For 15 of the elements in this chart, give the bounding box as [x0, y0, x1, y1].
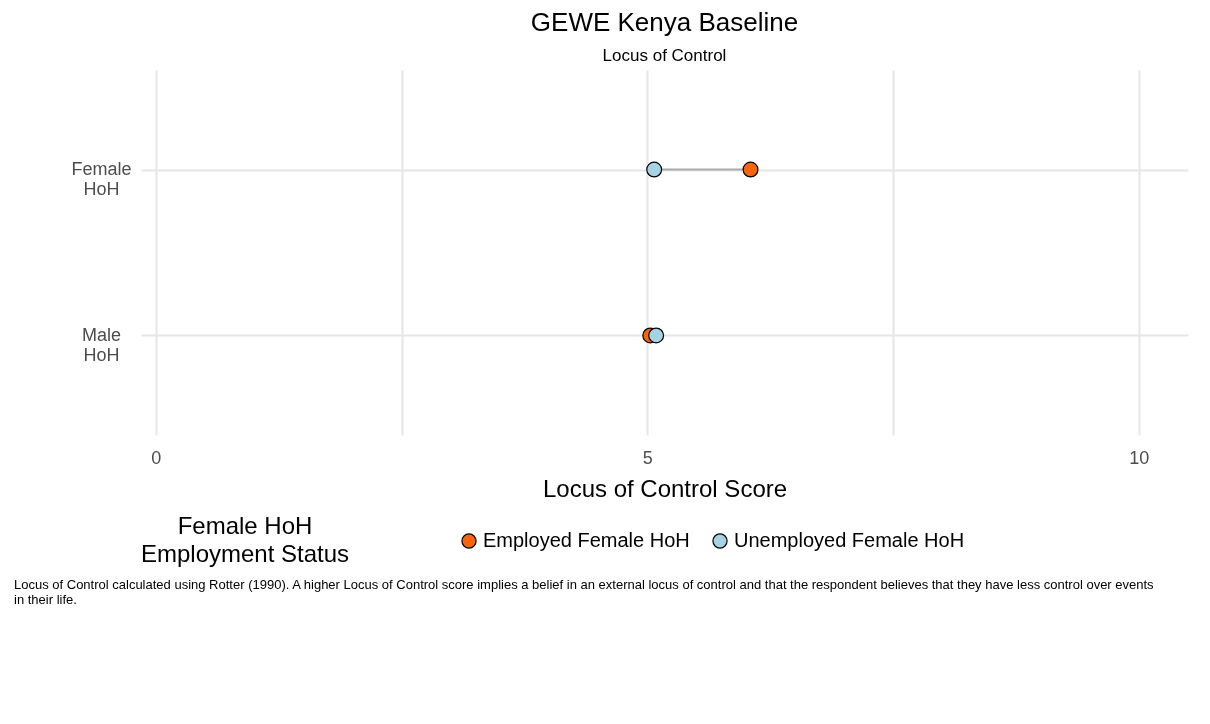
y-tick-label: Female HoH — [71, 159, 132, 200]
x-tick-label: 5 — [642, 447, 653, 468]
chart-subtitle: Locus of Control — [602, 46, 727, 65]
legend-title: Female HoH Employment Status — [140, 512, 350, 567]
x-tick-label: 0 — [151, 447, 162, 468]
chart-title: GEWE Kenya Baseline — [530, 7, 799, 37]
y-tick-label: Male HoH — [81, 324, 122, 365]
legend-label: Unemployed Female HoH — [734, 529, 965, 551]
x-axis-title: Locus of Control Score — [542, 474, 788, 502]
point — [742, 161, 759, 178]
text: Locus of Control calculated using Rotter (1990). A higher Locus of Control score implies a belief in an external locus of control and that the respondent believes that they have less control over events in their life. — [13, 577, 1155, 607]
point — [646, 161, 663, 178]
legend-label: Employed Female HoH — [483, 529, 690, 551]
point — [648, 327, 665, 344]
x-tick-label: 10 — [1129, 447, 1150, 468]
